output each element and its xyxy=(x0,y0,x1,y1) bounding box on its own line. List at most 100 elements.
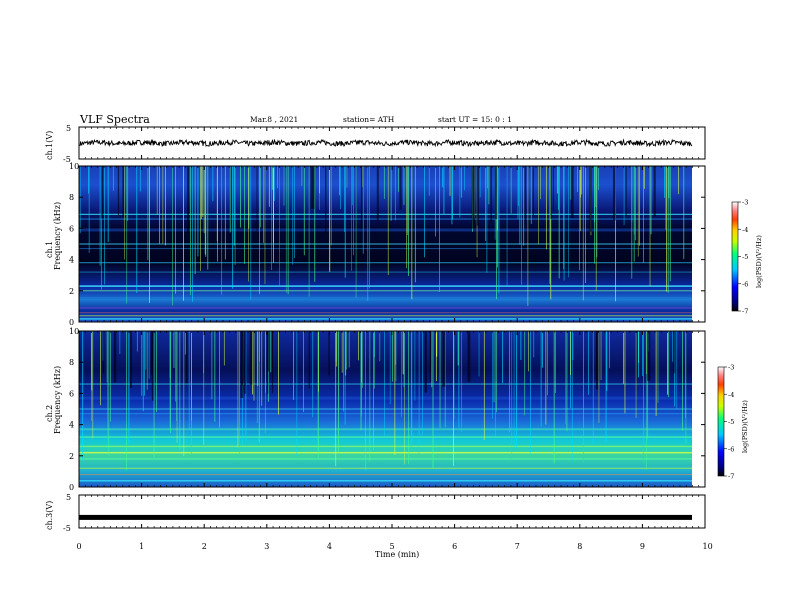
spectral-band xyxy=(79,451,692,454)
dark-gap xyxy=(187,166,190,234)
spectral-band xyxy=(79,262,692,264)
colorbar-tick-label: -7 xyxy=(728,473,734,481)
ch2-ylabel: Frequency (kHz) xyxy=(53,366,62,434)
x-tick-label: 0 xyxy=(77,542,82,551)
colorbar-tick-label: -5 xyxy=(728,418,734,426)
ch1-colorbar: -3 -4 -5 -6 -7 log(PSD)(V²/Hz) xyxy=(731,199,763,316)
x-axis-label: Time (min) xyxy=(375,550,419,559)
ch1-channel-label: ch.1 xyxy=(45,241,54,258)
dark-gap xyxy=(595,331,598,380)
ch2-yticks: 0 2 4 6 8 10 xyxy=(69,327,705,492)
ch2-colorbar-ticks: -3 -4 -5 -6 -7 xyxy=(724,364,734,481)
spectral-band xyxy=(79,312,692,314)
colorbar-tick-label: -4 xyxy=(728,391,734,399)
x-tick-label: 7 xyxy=(515,542,520,551)
colorbar-tick-label: -5 xyxy=(742,253,748,261)
x-tick-label: 9 xyxy=(640,542,645,551)
x-tick-label: 4 xyxy=(327,542,332,551)
colorbar-tick-label: -3 xyxy=(728,364,734,372)
ch3-waveform-panel: 5 -5 ch.3(V) xyxy=(45,493,706,533)
spectral-band xyxy=(79,474,692,476)
ch1-waveform-panel: 5 -5 ch.1(V) xyxy=(45,124,706,164)
ch1-ylabel: ch.1(V) xyxy=(45,131,54,160)
station-label: station= ATH xyxy=(343,115,395,124)
dark-gap xyxy=(240,331,244,398)
dark-gap xyxy=(471,166,475,229)
spectral-band xyxy=(79,297,692,301)
spectral-band xyxy=(79,271,692,273)
ch2-colorbar-label: log(PSD)(V²/Hz) xyxy=(741,400,749,453)
ch2-spectrogram-features xyxy=(79,331,692,482)
spectral-band xyxy=(79,213,692,215)
dark-gap xyxy=(102,331,105,374)
spectral-band xyxy=(79,248,692,250)
dark-gap xyxy=(399,166,402,210)
ch1-waveform-trace xyxy=(79,138,693,148)
dark-gap xyxy=(589,166,592,232)
ch2-colorbar-gradient xyxy=(717,366,725,477)
dark-gap xyxy=(325,166,327,235)
x-tick-label: 3 xyxy=(264,542,269,551)
start-time-label: start UT = 15: 0 : 1 xyxy=(438,115,512,124)
dark-gap xyxy=(122,166,125,218)
spectral-band xyxy=(79,243,692,245)
x-tick-label: 5 xyxy=(390,542,395,551)
dark-gap xyxy=(430,331,432,373)
x-axis: 0 1 2 3 4 5 6 7 8 9 10 xyxy=(77,127,713,551)
ch1-colorbar-label: log(PSD)(V²/Hz) xyxy=(755,235,763,288)
dark-gap xyxy=(467,331,471,382)
spectral-band xyxy=(79,383,692,385)
dark-gap xyxy=(249,331,253,385)
y-tick-label: 10 xyxy=(69,162,79,171)
dark-gap xyxy=(101,166,104,219)
ch1-colorbar-ticks: -3 -4 -5 -6 -7 xyxy=(738,199,748,316)
ch3-ytick-bottom: -5 xyxy=(63,524,71,533)
y-tick-label: 6 xyxy=(69,389,74,398)
colorbar-tick-label: -3 xyxy=(742,199,748,207)
dark-gap xyxy=(328,331,330,376)
dark-gap xyxy=(271,331,274,394)
ch1-yticks: 0 2 4 6 8 10 xyxy=(69,162,705,327)
y-tick-label: 2 xyxy=(69,452,74,461)
dark-gap xyxy=(442,331,446,387)
dark-gap xyxy=(310,166,313,209)
spectral-band xyxy=(79,408,692,410)
dark-gap xyxy=(532,166,534,216)
x-tick-label: 10 xyxy=(703,542,713,551)
colorbar-tick-label: -7 xyxy=(742,308,748,316)
dark-gap xyxy=(150,331,153,375)
y-tick-label: 4 xyxy=(69,256,74,265)
colorbar-tick-label: -4 xyxy=(742,226,748,234)
ch3-ylabel: ch.3(V) xyxy=(45,501,54,530)
y-tick-label: 8 xyxy=(69,358,74,367)
dark-gap xyxy=(570,166,574,218)
spectral-band xyxy=(79,290,692,292)
ch1-spectrogram-features xyxy=(79,166,692,320)
dark-gap xyxy=(647,331,651,381)
spectral-band xyxy=(79,467,692,469)
dark-gap xyxy=(494,166,498,220)
dark-gap xyxy=(113,331,117,383)
x-tick-label: 1 xyxy=(139,542,144,551)
spectral-band xyxy=(79,218,692,220)
spectral-band xyxy=(79,318,692,320)
dark-gap xyxy=(266,331,269,372)
spectral-band xyxy=(79,428,692,431)
y-tick-label: 6 xyxy=(69,224,74,233)
y-tick-label: 4 xyxy=(69,421,74,430)
ch3-waveform-trace xyxy=(79,514,692,520)
dark-gap xyxy=(230,166,232,225)
dark-gap xyxy=(653,166,656,217)
dark-gap xyxy=(360,166,363,229)
colorbar-tick-label: -6 xyxy=(728,445,734,453)
ch2-colorbar: -3 -4 -5 -6 -7 log(PSD)(V²/Hz) xyxy=(717,364,749,481)
ch1-ytick-top: 5 xyxy=(66,124,71,133)
spectral-band xyxy=(79,480,692,482)
ch3-ytick-top: 5 xyxy=(66,493,71,502)
spectral-band xyxy=(79,285,692,287)
dark-gap xyxy=(185,331,188,384)
ch1-ylabel: Frequency (kHz) xyxy=(53,202,62,270)
dark-gap xyxy=(612,166,616,221)
dark-gap xyxy=(244,331,246,394)
dark-gap xyxy=(550,166,552,219)
